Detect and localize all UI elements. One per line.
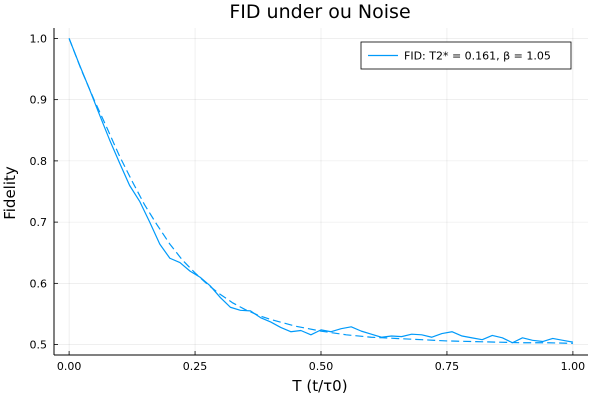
series-layer	[68, 38, 573, 344]
y-tick-label: 0.9	[30, 94, 48, 107]
y-axis-title: Fidelity	[1, 166, 19, 220]
y-tick-label: 1.0	[30, 32, 48, 45]
x-tick-label: 0.75	[435, 360, 460, 373]
x-axis-title: T (t/τ0)	[291, 377, 347, 395]
tick-labels: 0.00 0.25 0.50 0.75 1.00 0.5 0.6 0.7 0.8 0.9 1.0	[30, 32, 586, 373]
grid-lines	[54, 28, 588, 355]
y-tick-label: 0.5	[30, 339, 48, 352]
y-tick-label: 0.6	[30, 277, 48, 290]
x-tick-label: 0.25	[183, 360, 208, 373]
y-tick-label: 0.7	[30, 216, 48, 229]
axes	[53, 28, 588, 356]
legend: FID: T2* = 0.161, β = 1.05	[360, 41, 572, 70]
y-tick-label: 0.8	[30, 155, 48, 168]
fit-curve-line	[68, 38, 573, 344]
chart-title: FID under ou Noise	[229, 1, 410, 23]
x-tick-label: 0.00	[57, 360, 82, 373]
legend-entry: FID: T2* = 0.161, β = 1.05	[404, 50, 551, 63]
x-tick-label: 0.50	[309, 360, 334, 373]
fid-data-line	[68, 38, 573, 344]
x-tick-label: 1.00	[561, 360, 586, 373]
